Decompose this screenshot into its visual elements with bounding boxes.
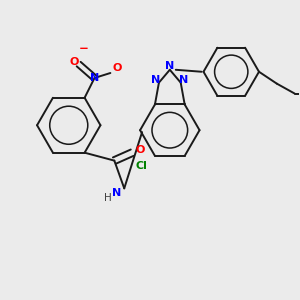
Text: N: N bbox=[179, 75, 188, 85]
Text: N: N bbox=[165, 61, 174, 71]
Text: H: H bbox=[103, 193, 111, 203]
Text: O: O bbox=[112, 63, 122, 73]
Text: N: N bbox=[112, 188, 121, 198]
Text: −: − bbox=[79, 42, 88, 55]
Text: Cl: Cl bbox=[135, 161, 147, 171]
Text: O: O bbox=[135, 145, 145, 155]
Text: O: O bbox=[69, 57, 78, 67]
Text: N: N bbox=[151, 75, 160, 85]
Text: N: N bbox=[90, 73, 99, 83]
